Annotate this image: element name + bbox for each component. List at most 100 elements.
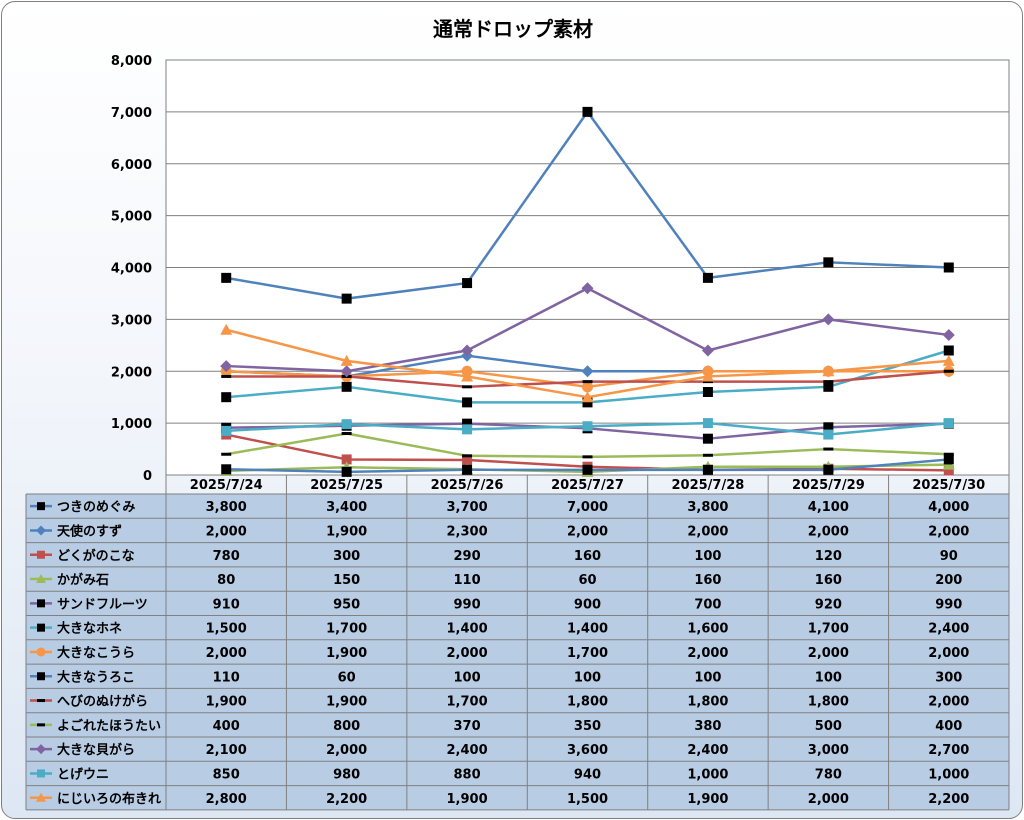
data-point — [36, 574, 46, 584]
data-label: 3,400 — [326, 500, 367, 515]
x-tick-label: 2025/7/28 — [672, 478, 745, 493]
data-label: 1,600 — [687, 622, 728, 637]
data-label: 4,100 — [808, 500, 849, 515]
data-point — [581, 365, 594, 378]
data-label: 160 — [574, 549, 601, 564]
x-tick-label: 2025/7/30 — [912, 478, 985, 493]
data-point — [702, 453, 713, 457]
data-point — [702, 272, 713, 283]
data-point — [823, 422, 834, 433]
legend-entry: 天使のすず — [30, 523, 122, 539]
data-point — [822, 313, 835, 326]
data-label: 1,500 — [206, 622, 247, 637]
data-label: 1,400 — [567, 622, 608, 637]
data-label: 990 — [935, 597, 962, 612]
data-label: 2,700 — [928, 743, 969, 758]
data-point — [37, 769, 45, 778]
data-label: 2,400 — [928, 622, 969, 637]
data-point — [461, 370, 474, 382]
data-label: 2,200 — [928, 792, 969, 807]
y-tick-label: 8,000 — [111, 54, 152, 69]
data-point — [582, 464, 593, 475]
data-point — [221, 425, 232, 436]
legend-label: 天使のすず — [57, 523, 122, 539]
data-label: 400 — [213, 719, 240, 734]
legend-label: とげウニ — [57, 766, 109, 782]
data-label: 2,000 — [808, 792, 849, 807]
data-point — [702, 433, 713, 444]
data-label: 950 — [333, 597, 360, 612]
data-label: 100 — [694, 670, 721, 685]
y-tick-label: 5,000 — [111, 210, 152, 225]
data-label: 1,700 — [567, 646, 608, 661]
data-point — [823, 380, 834, 384]
data-point — [221, 374, 232, 378]
data-label: 350 — [574, 719, 601, 734]
data-point — [582, 455, 593, 459]
data-label: 1,800 — [687, 695, 728, 710]
data-point — [341, 466, 352, 477]
data-point — [220, 323, 233, 335]
data-point — [943, 262, 954, 273]
data-point — [582, 106, 593, 117]
data-label: 990 — [454, 597, 481, 612]
legend-label: よごれたほうたい — [57, 718, 161, 734]
y-tick-label: 2,000 — [111, 365, 152, 380]
legend-entry: 大きな貝がら — [30, 742, 135, 758]
data-label: 1,500 — [567, 792, 608, 807]
data-point — [701, 344, 714, 357]
data-label: 90 — [940, 549, 958, 564]
data-label: 1,000 — [687, 767, 728, 782]
data-label: 2,000 — [687, 646, 728, 661]
legend-entry: つきのめぐみ — [30, 500, 135, 515]
data-point — [341, 293, 352, 304]
data-label: 3,600 — [567, 743, 608, 758]
data-label: 1,700 — [447, 695, 488, 710]
y-tick-label: 7,000 — [111, 106, 152, 121]
data-label: 2,300 — [447, 524, 488, 539]
legend-label: サンドフルーツ — [57, 597, 148, 612]
legend-label: 大きなホネ — [57, 621, 122, 637]
data-label: 2,000 — [567, 524, 608, 539]
data-point — [823, 257, 834, 268]
data-label: 1,900 — [447, 792, 488, 807]
data-label: 3,800 — [206, 500, 247, 515]
data-label: 910 — [213, 597, 240, 612]
series-line — [221, 418, 954, 440]
data-label: 2,000 — [326, 743, 367, 758]
data-point — [221, 272, 232, 283]
y-axis-ticks: 0 1,000 2,000 3,000 4,000 5,000 6,000 7,000 8,00… — [111, 54, 152, 484]
data-point — [581, 282, 594, 295]
data-point — [462, 464, 473, 475]
x-tick-label: 2025/7/25 — [310, 478, 383, 493]
x-tick-label: 2025/7/24 — [190, 478, 263, 493]
chart-title: 通常ドロップ素材 — [433, 17, 593, 41]
data-label: 880 — [454, 767, 481, 782]
legend-entry: へびのぬけがら — [30, 694, 148, 710]
data-point — [462, 454, 473, 465]
data-point — [221, 392, 232, 403]
data-point — [341, 381, 352, 392]
legend-entry: 大きなこうら — [30, 645, 135, 661]
data-point — [221, 452, 232, 456]
legend-label: つきのめぐみ — [57, 500, 135, 515]
data-point — [701, 370, 714, 382]
data-label: 500 — [815, 719, 842, 734]
data-label: 80 — [217, 573, 235, 588]
data-point — [36, 647, 46, 657]
data-point — [943, 345, 954, 356]
data-point — [221, 464, 232, 475]
data-table: 2025/7/24 2025/7/25 2025/7/26 2025/7/27 2025… — [25, 475, 1010, 811]
grid-lines — [165, 59, 1010, 476]
data-label: 1,900 — [206, 695, 247, 710]
data-label: 150 — [333, 573, 360, 588]
data-point — [582, 421, 593, 432]
data-label: 900 — [574, 597, 601, 612]
series-line — [221, 345, 954, 408]
data-point — [37, 502, 45, 511]
data-label: 2,100 — [206, 743, 247, 758]
data-point — [942, 354, 955, 366]
data-label: 780 — [815, 767, 842, 782]
data-label: 2,000 — [928, 646, 969, 661]
data-point — [37, 723, 45, 727]
